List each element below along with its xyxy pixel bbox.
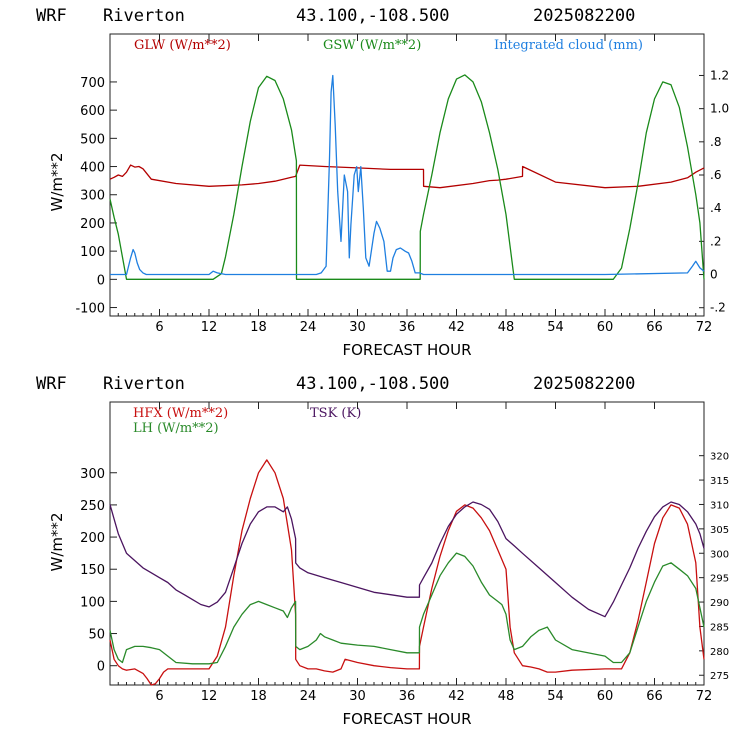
y-tick-label: 300	[80, 189, 105, 204]
y-tick-label: 600	[80, 104, 105, 119]
x-tick-label: 60	[597, 320, 614, 335]
y-tick-label: 700	[80, 76, 105, 91]
panel1-header-coords: 43.100,-108.500	[296, 6, 450, 26]
x-tick-label: 66	[646, 689, 663, 704]
y2-tick-label: .8	[710, 135, 721, 149]
x-tick-label: 18	[250, 689, 267, 704]
y2-tick-label: 295	[710, 574, 729, 585]
panel1-y2-ticks: -.2 0 .2 .4 .6 .8 1.0 1.2	[699, 68, 729, 315]
panel1-x-ticks: 6 12 18 24 30 36 42 48 54 60 66 72	[117, 34, 713, 335]
x-tick-label: 54	[547, 320, 564, 335]
y2-tick-label: 315	[710, 476, 729, 487]
y-tick-label: 150	[80, 563, 105, 578]
panel2-header-model: WRF	[36, 374, 67, 394]
series-line-lh	[109, 552, 705, 665]
panel2-legend-lh: LH (W/m**2)	[133, 421, 219, 436]
y-tick-label: 200	[80, 531, 105, 546]
y2-tick-label: 0	[710, 268, 718, 282]
x-tick-label: 60	[597, 689, 614, 704]
x-tick-label: 6	[155, 689, 163, 704]
y-tick-label: 50	[88, 628, 105, 643]
x-tick-label: 24	[300, 320, 317, 335]
panel-radiation: WRF Riverton 43.100,-108.500 2025082200 …	[36, 6, 729, 359]
y-tick-label: 100	[80, 595, 105, 610]
panel2-legend-hfx: HFX (W/m**2)	[133, 406, 228, 421]
panel-fluxes: WRF Riverton 43.100,-108.500 2025082200 …	[36, 374, 729, 728]
panel1-y-axis-label: W/m**2	[48, 152, 66, 211]
y2-tick-label: 275	[710, 671, 729, 682]
x-tick-label: 72	[696, 320, 713, 335]
y-tick-label: 250	[80, 499, 105, 514]
y2-tick-label: .6	[710, 168, 721, 182]
x-tick-label: 6	[155, 320, 163, 335]
x-tick-label: 48	[498, 320, 515, 335]
y2-tick-label: 280	[710, 647, 729, 658]
x-tick-label: 66	[646, 320, 663, 335]
panel2-legend-tsk: TSK (K)	[310, 406, 361, 421]
y-tick-label: 100	[80, 245, 105, 260]
panel1-legend-glw: GLW (W/m**2)	[134, 38, 231, 53]
panel2-plot-frame	[109, 401, 705, 686]
x-tick-label: 24	[300, 689, 317, 704]
series-line-tsk	[109, 501, 705, 618]
x-tick-label: 12	[201, 320, 218, 335]
panel1-header-init: 2025082200	[533, 6, 635, 26]
x-tick-label: 36	[399, 689, 416, 704]
x-tick-label: 42	[448, 320, 465, 335]
y-tick-label: 400	[80, 161, 105, 176]
panel1-y-ticks: -100 0 100 200 300 400 500 600 700	[75, 76, 117, 317]
y2-tick-label: .4	[710, 201, 721, 215]
y2-tick-label: 320	[710, 452, 729, 463]
x-tick-label: 30	[349, 320, 366, 335]
series-line-gsw	[109, 74, 705, 280]
x-tick-label: 36	[399, 320, 416, 335]
x-tick-label: 12	[201, 689, 218, 704]
y-tick-label: -100	[75, 302, 105, 317]
panel1-header-model: WRF	[36, 6, 67, 26]
y-tick-label: 0	[97, 660, 105, 675]
y2-tick-label: 310	[710, 500, 729, 511]
series-line-glw	[109, 164, 705, 189]
x-tick-label: 54	[547, 689, 564, 704]
y2-tick-label: 285	[710, 622, 729, 633]
y2-tick-label: 290	[710, 598, 729, 609]
panel2-y-ticks: 0 50 100 150 200 250 300	[80, 467, 117, 675]
y-tick-label: 500	[80, 132, 105, 147]
panel1-header-site: Riverton	[103, 6, 185, 26]
panel2-y-axis-label: W/m**2	[48, 512, 66, 571]
y-tick-label: 300	[80, 467, 105, 482]
x-tick-label: 48	[498, 689, 515, 704]
y2-tick-label: -.2	[710, 301, 726, 315]
x-tick-label: 42	[448, 689, 465, 704]
series-line-hfx	[109, 459, 705, 686]
panel2-header-init: 2025082200	[533, 374, 635, 394]
x-tick-label: 30	[349, 689, 366, 704]
panel2-header-site: Riverton	[103, 374, 185, 394]
y2-tick-label: 305	[710, 525, 729, 536]
panel1-x-axis-label: FORECAST HOUR	[342, 341, 471, 359]
panel2-header-coords: 43.100,-108.500	[296, 374, 450, 394]
panel2-x-axis-label: FORECAST HOUR	[342, 710, 471, 728]
panel1-series	[109, 74, 705, 280]
x-tick-label: 72	[696, 689, 713, 704]
x-tick-label: 18	[250, 320, 267, 335]
panel2-y2-ticks: 275 280 285 290 295 300 305 310 315 320	[699, 452, 729, 682]
panel2-series	[109, 459, 705, 686]
y2-tick-label: 300	[710, 549, 729, 560]
series-line-integrated	[110, 74, 705, 276]
panel1-legend-gsw: GSW (W/m**2)	[323, 38, 421, 53]
panel2-x-ticks: 6 12 18 24 30 36 42 48 54 60 66 72	[117, 402, 713, 704]
panel1-legend-cloud: Integrated cloud (mm)	[494, 38, 643, 53]
y2-tick-label: 1.2	[710, 68, 729, 82]
y2-tick-label: 1.0	[710, 102, 729, 116]
y2-tick-label: .2	[710, 234, 721, 248]
y-tick-label: 200	[80, 217, 105, 232]
y-tick-label: 0	[97, 273, 105, 288]
